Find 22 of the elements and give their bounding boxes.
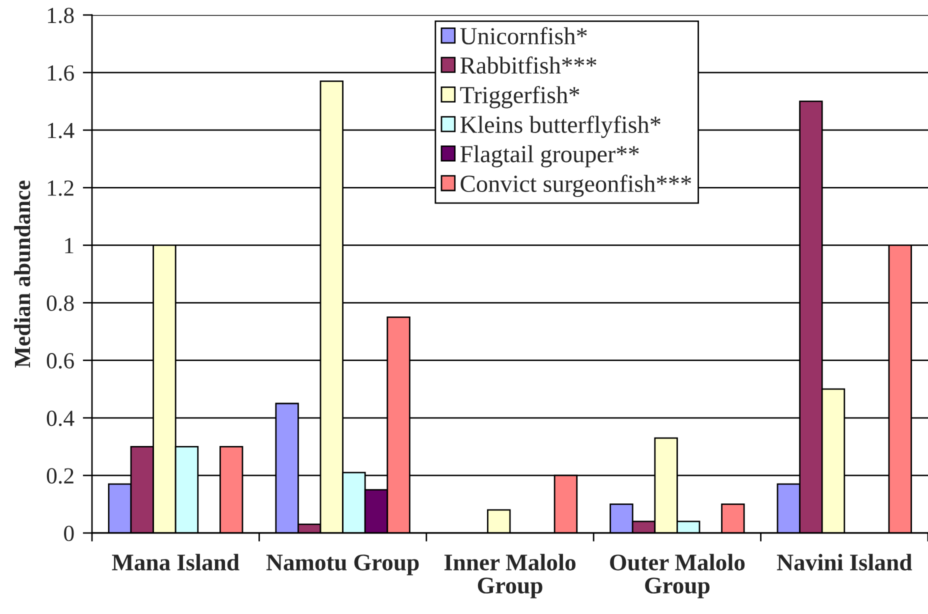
y-tick-label: 0.8 <box>46 295 74 312</box>
y-tick-label: 0.4 <box>46 410 74 426</box>
x-tick-label: Namotu Group <box>266 554 419 576</box>
y-axis-title: Median abundance <box>14 180 30 368</box>
y-tick-label: 0.2 <box>46 468 74 484</box>
legend-label: Flagtail grouper** <box>460 145 639 168</box>
x-tick-label: Outer Malolo Group <box>610 554 745 598</box>
x-tick-label: Inner Malolo Group <box>444 554 576 598</box>
y-tick-label: 0 <box>64 526 74 542</box>
legend-label: Unicornfish* <box>460 27 587 44</box>
legend-label: Rabbitfish*** <box>460 56 596 74</box>
legend-label: Convict surgeonfish*** <box>460 174 692 198</box>
y-tick-label: 1.4 <box>48 122 74 138</box>
y-tick-label: 1.2 <box>48 180 74 196</box>
x-tick-label: Mana Island <box>112 554 240 570</box>
x-tick-label: Navini Island <box>776 554 912 570</box>
y-tick-label: 1 <box>65 238 74 254</box>
y-tick-label: 0.6 <box>46 353 74 369</box>
y-tick-label: 1.6 <box>48 65 74 81</box>
legend-label: Kleins butterflyfish* <box>460 116 660 138</box>
legend-label: Triggerfish* <box>460 86 580 108</box>
y-tick-label: 1.8 <box>48 8 74 24</box>
